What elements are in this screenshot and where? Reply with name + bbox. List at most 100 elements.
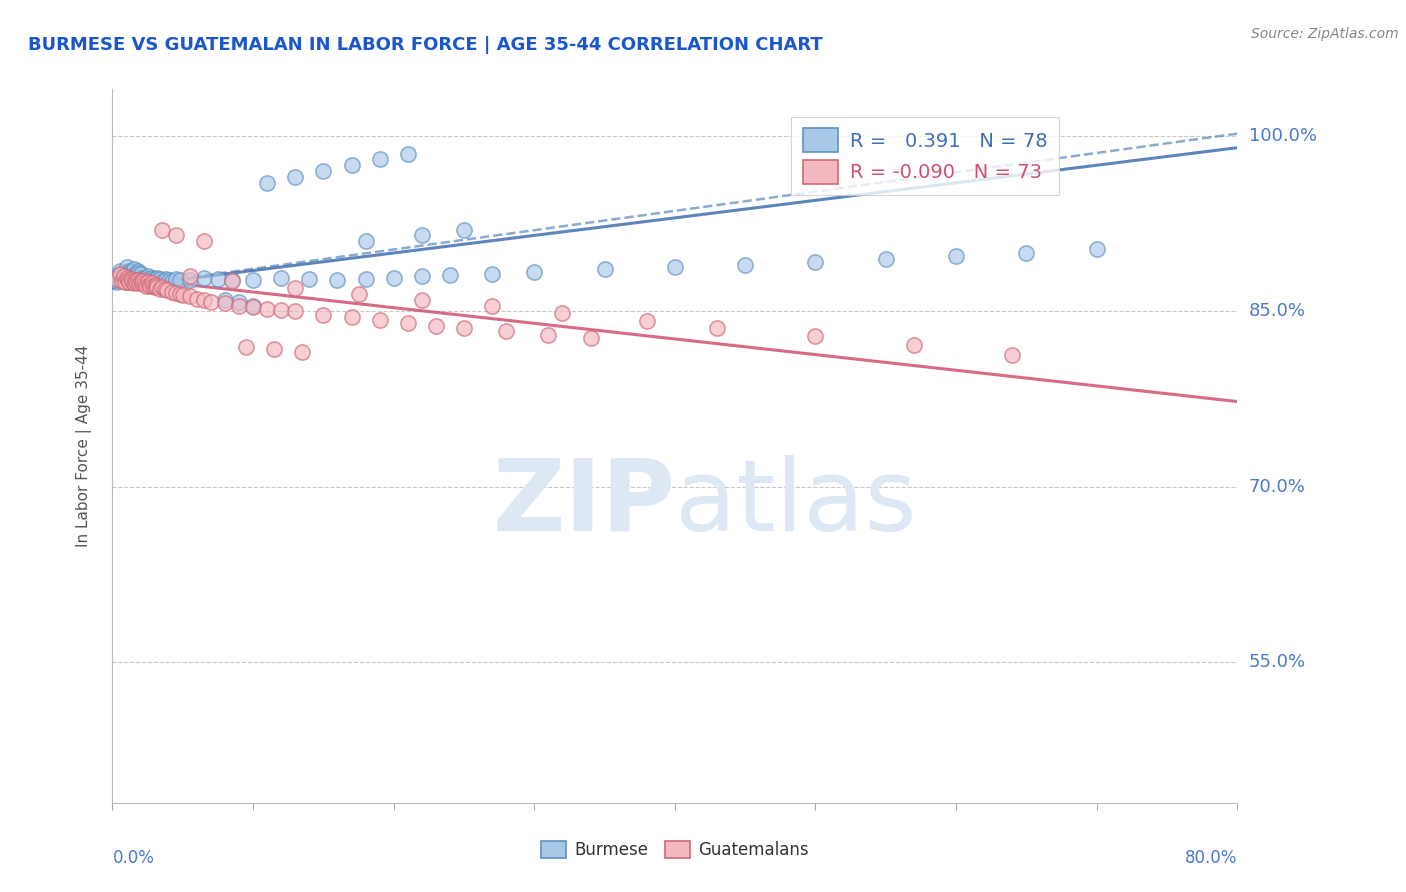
Point (139, 274, 162, 288)
Point (125, 275, 148, 289)
Point (132, 274, 155, 288)
Point (118, 275, 141, 289)
Point (945, 250, 967, 264)
Point (139, 278, 162, 293)
Point (312, 308, 335, 322)
Point (179, 273, 201, 287)
Point (120, 271, 142, 285)
Point (228, 299, 250, 313)
Point (235, 340, 257, 354)
Text: BURMESE VS GUATEMALAN IN LABOR FORCE | AGE 35-44 CORRELATION CHART: BURMESE VS GUATEMALAN IN LABOR FORCE | A… (28, 36, 823, 54)
Point (115, 270, 138, 285)
Point (411, 269, 433, 284)
Point (135, 270, 157, 285)
Text: Source: ZipAtlas.com: Source: ZipAtlas.com (1251, 27, 1399, 41)
Point (141, 270, 163, 285)
Point (117, 273, 139, 287)
Point (368, 153, 391, 167)
Point (131, 277, 153, 291)
Point (453, 321, 475, 335)
Point (382, 270, 405, 285)
Point (340, 310, 363, 325)
Point (124, 267, 146, 281)
Point (284, 169, 307, 184)
Point (131, 270, 153, 285)
Point (256, 176, 278, 190)
Point (179, 289, 201, 303)
Point (136, 275, 159, 289)
Point (134, 274, 156, 288)
Point (134, 277, 156, 291)
Point (120, 265, 142, 279)
Point (114, 270, 136, 285)
Text: 85.0%: 85.0% (1249, 302, 1306, 320)
Point (111, 274, 134, 288)
Point (207, 271, 229, 285)
Text: 55.0%: 55.0% (1249, 654, 1306, 672)
Text: atlas: atlas (675, 455, 917, 551)
Point (143, 280, 166, 294)
Point (242, 300, 264, 314)
Point (326, 273, 349, 287)
Point (169, 273, 191, 287)
Point (354, 234, 377, 248)
Point (270, 303, 292, 318)
Point (734, 258, 756, 272)
Point (165, 285, 187, 300)
Point (193, 270, 215, 285)
Point (105, 271, 128, 285)
Point (138, 271, 160, 285)
Point (263, 342, 285, 356)
Point (115, 260, 138, 274)
Point (804, 329, 827, 343)
Point (143, 271, 166, 285)
Point (127, 270, 149, 285)
Point (284, 304, 307, 318)
Point (111, 271, 134, 285)
Point (149, 282, 172, 296)
Point (150, 280, 173, 294)
Point (128, 266, 150, 280)
Point (122, 269, 145, 284)
Point (121, 274, 143, 288)
Point (579, 331, 602, 345)
Point (121, 274, 143, 288)
Text: 80.0%: 80.0% (1185, 849, 1237, 867)
Point (354, 271, 377, 285)
Point (135, 278, 157, 293)
Point (165, 271, 187, 285)
Point (149, 271, 172, 285)
Point (108, 263, 131, 277)
Point (160, 285, 183, 299)
Point (411, 228, 433, 243)
Point (804, 255, 827, 269)
Point (152, 274, 174, 288)
Point (481, 299, 503, 313)
Point (537, 327, 560, 342)
Point (122, 277, 145, 291)
Point (138, 277, 160, 292)
Point (114, 275, 136, 289)
Point (157, 273, 180, 287)
Text: ZIP: ZIP (492, 455, 675, 551)
Point (142, 278, 165, 293)
Point (200, 295, 222, 310)
Point (242, 273, 264, 287)
Point (1085, 243, 1108, 257)
Point (875, 252, 897, 266)
Text: 70.0%: 70.0% (1249, 478, 1305, 496)
Point (128, 273, 150, 287)
Point (129, 274, 152, 288)
Point (368, 312, 391, 326)
Point (411, 293, 433, 307)
Point (270, 270, 292, 285)
Point (396, 316, 419, 330)
Point (523, 265, 546, 279)
Point (107, 269, 129, 284)
Point (145, 273, 167, 287)
Point (110, 267, 132, 281)
Point (118, 263, 141, 277)
Point (221, 274, 243, 288)
Point (155, 271, 177, 285)
Point (179, 269, 201, 284)
